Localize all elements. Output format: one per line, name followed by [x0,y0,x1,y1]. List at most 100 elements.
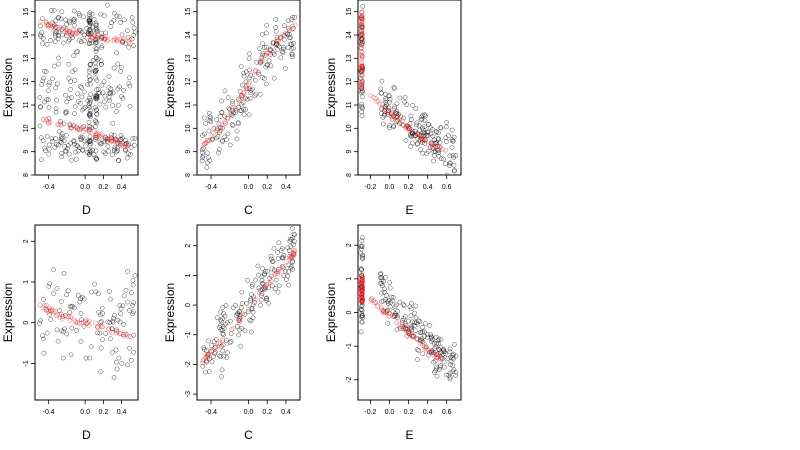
observed-point [248,72,254,78]
observed-point [413,303,418,309]
observed-point [130,20,136,25]
fitted-point [236,100,242,106]
observed-point [384,292,389,298]
fitted-point [37,19,43,25]
observed-point [453,373,459,379]
fitted-point [274,38,280,44]
observed-point [233,302,238,308]
observed-point [79,294,85,300]
fitted-point [252,69,258,74]
fitted-point [406,332,412,338]
observed-point [234,313,239,318]
observed-point [93,64,99,70]
observed-point [87,27,92,33]
x-tick-label: 0.4 [423,184,433,191]
observed-point [109,20,114,25]
observed-point [219,98,224,104]
observed-point [123,287,129,293]
fitted-point [359,72,365,78]
observed-point [72,111,77,116]
fitted-point [272,272,277,277]
observed-point [52,144,58,150]
observed-point [211,125,217,131]
x-tick-label: 0.2 [98,184,108,191]
fitted-point [253,297,259,302]
observed-point [108,89,113,95]
observed-point [265,62,270,68]
observed-point [451,162,457,168]
observed-point [410,102,416,108]
observed-point [75,148,81,154]
fitted-point [241,90,247,96]
observed-point [257,46,262,51]
observed-point [56,29,62,35]
observed-point [250,282,255,287]
observed-point [221,332,226,337]
observed-point [98,369,104,374]
observed-point [253,277,258,283]
x-tick-label: 0.2 [262,184,272,191]
observed-point [406,318,411,324]
observed-point [85,82,90,87]
observed-point [388,294,394,300]
fitted-point [205,138,210,143]
observed-point [358,75,364,81]
y-tick-label: 2 [23,239,30,243]
observed-point [94,107,100,112]
observed-point [93,119,99,124]
observed-point [261,272,267,278]
fitted-point [281,264,286,269]
observed-point [287,35,292,41]
observed-point [121,87,126,93]
observed-point [115,317,121,323]
observed-point [87,95,92,101]
fitted-point [386,311,392,316]
observed-point [58,16,64,22]
observed-point [425,332,430,337]
fitted-point [113,137,118,143]
observed-point [53,85,59,91]
fitted-point [56,122,61,128]
fitted-point [65,30,71,36]
observed-point [67,309,73,315]
fitted-point [359,281,365,287]
points [199,14,298,170]
observed-point [68,352,74,358]
fitted-point [45,120,51,126]
fitted-point [114,138,120,143]
observed-point [66,76,72,81]
fitted-point [359,85,365,91]
observed-point [292,239,297,244]
fitted-point [274,39,279,45]
observed-point [93,96,99,102]
observed-point [130,136,136,142]
observed-point [43,69,49,75]
observed-point [61,355,66,361]
observed-point [99,45,104,50]
observed-point [292,14,298,20]
observed-point [418,147,424,152]
observed-point [290,52,295,57]
observed-point [58,298,64,304]
observed-point [239,301,245,306]
observed-point [435,135,441,141]
observed-point [447,160,453,166]
observed-point [241,70,247,76]
observed-point [282,33,287,38]
fitted-point [399,324,405,330]
observed-point [242,95,248,101]
observed-point [291,45,296,51]
observed-point [420,351,426,357]
observed-point [245,96,250,102]
fitted-point [246,307,252,312]
observed-point [110,120,116,126]
observed-point [416,348,422,353]
observed-point [409,323,414,329]
observed-point [275,47,280,52]
observed-point [286,282,291,288]
observed-point [218,318,224,324]
observed-point [426,122,431,127]
observed-point [408,113,414,119]
observed-point [436,136,441,142]
observed-point [235,310,241,316]
